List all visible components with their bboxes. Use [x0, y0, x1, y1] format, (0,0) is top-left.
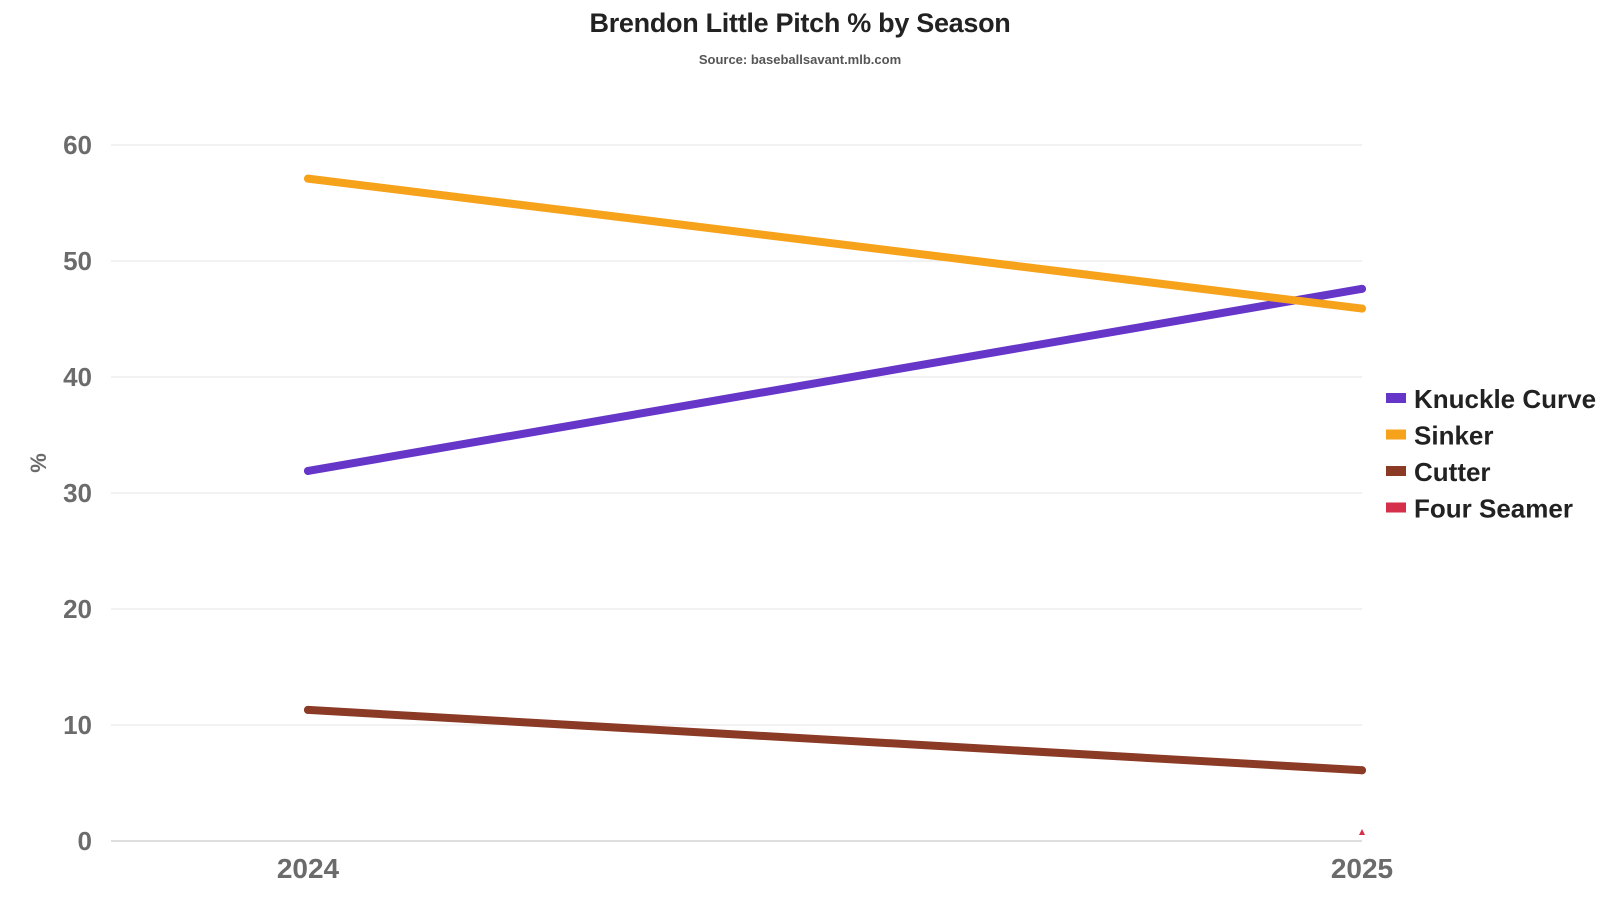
data-point-knuckle-curve — [304, 466, 312, 475]
y-tick-label: 0 — [78, 826, 92, 856]
data-point-sinker — [304, 174, 312, 183]
y-tick-label: 20 — [63, 594, 92, 624]
legend-label-sinker: Sinker — [1414, 421, 1494, 451]
legend-label-knuckle-curve: Knuckle Curve — [1414, 384, 1596, 414]
grid-lines — [111, 144, 1362, 842]
data-point-cutter — [304, 705, 312, 714]
series-line-cutter — [304, 705, 1366, 775]
y-tick-label: 60 — [63, 130, 92, 160]
legend-swatch-four-seamer — [1386, 502, 1406, 513]
legend-swatch-knuckle-curve — [1386, 393, 1406, 403]
chart-subtitle: Source: baseballsavant.mlb.com — [698, 52, 902, 67]
legend: Knuckle Curve Sinker Cutter Four Seamer — [1386, 384, 1596, 524]
legend-label-cutter: Cutter — [1414, 457, 1491, 487]
legend-swatch-sinker — [1386, 429, 1406, 440]
axes: 0 10 20 30 40 50 60 2024 2025% — [26, 130, 1393, 884]
data-point-cutter — [1358, 766, 1366, 775]
y-tick-label: 40 — [63, 362, 92, 392]
x-tick-label: 2025 — [1331, 853, 1393, 884]
data-point-knuckle-curve — [1358, 284, 1366, 293]
series-lines — [304, 174, 1366, 836]
legend-label-four-seamer: Four Seamer — [1414, 494, 1573, 524]
y-axis-label: % — [26, 453, 51, 473]
x-tick-label: 2024 — [277, 853, 340, 884]
series-line-sinker — [304, 174, 1366, 313]
y-tick-label: 30 — [63, 478, 92, 508]
series-line-knuckle-curve — [304, 284, 1366, 475]
chart-title: Brendon Little Pitch % by Season — [589, 8, 1011, 38]
data-point-four-seamer — [1359, 829, 1365, 836]
y-tick-label: 10 — [63, 710, 92, 740]
legend-swatch-cutter — [1386, 466, 1406, 476]
y-tick-label: 50 — [63, 246, 92, 276]
data-point-sinker — [1358, 304, 1366, 313]
